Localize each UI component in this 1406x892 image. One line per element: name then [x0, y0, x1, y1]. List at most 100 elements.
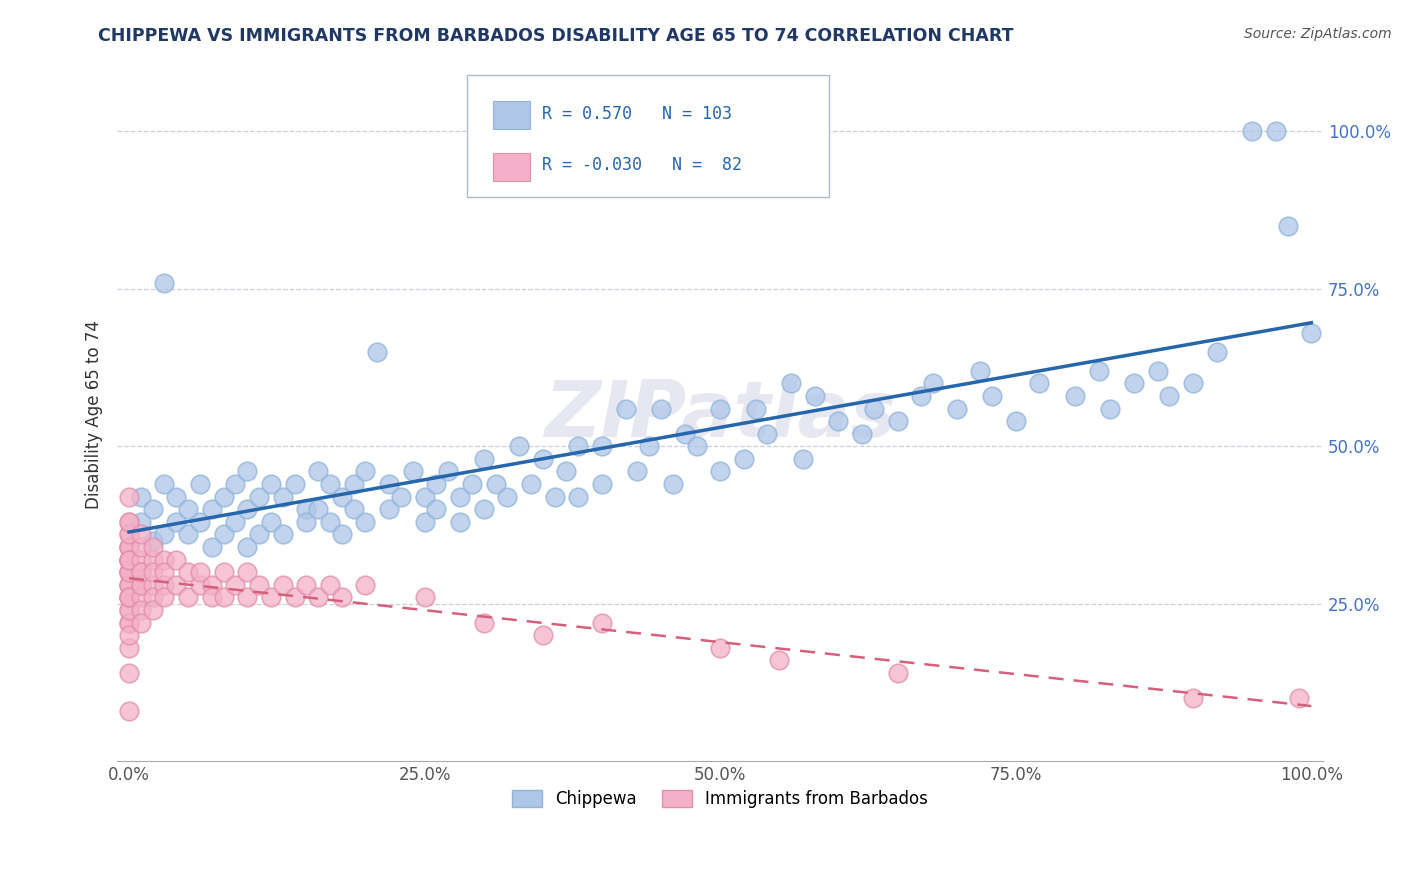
Point: [614, 401, 637, 416]
Point: [118, 527, 141, 541]
Point: [709, 401, 731, 416]
Point: [685, 439, 707, 453]
Point: [271, 578, 294, 592]
Point: [129, 527, 152, 541]
Point: [118, 565, 141, 579]
Point: [330, 591, 353, 605]
Point: [449, 490, 471, 504]
Point: [129, 578, 152, 592]
Point: [354, 578, 377, 592]
Point: [910, 389, 932, 403]
Point: [1099, 401, 1122, 416]
Point: [153, 276, 176, 290]
Point: [922, 376, 945, 391]
Point: [508, 439, 530, 453]
Point: [118, 565, 141, 579]
Point: [212, 565, 235, 579]
Point: [413, 591, 436, 605]
Point: [709, 640, 731, 655]
Point: [129, 615, 152, 630]
Point: [1159, 389, 1181, 403]
Point: [389, 490, 412, 504]
Point: [1087, 364, 1109, 378]
Point: [307, 591, 329, 605]
Point: [236, 540, 259, 554]
Point: [461, 477, 484, 491]
Point: [271, 527, 294, 541]
Point: [247, 527, 270, 541]
Point: [236, 502, 259, 516]
Point: [531, 451, 554, 466]
FancyBboxPatch shape: [494, 101, 530, 128]
Point: [142, 578, 165, 592]
Point: [165, 578, 187, 592]
Point: [188, 565, 211, 579]
Point: [118, 665, 141, 680]
Point: [118, 540, 141, 554]
Point: [188, 515, 211, 529]
Point: [638, 439, 661, 453]
Point: [354, 465, 377, 479]
Point: [247, 490, 270, 504]
Point: [330, 490, 353, 504]
Point: [851, 426, 873, 441]
Point: [142, 533, 165, 548]
Point: [981, 389, 1004, 403]
Point: [118, 603, 141, 617]
Text: R = -0.030   N =  82: R = -0.030 N = 82: [541, 156, 742, 175]
Point: [1264, 124, 1286, 138]
Point: [118, 515, 141, 529]
Point: [520, 477, 543, 491]
Point: [118, 540, 141, 554]
Point: [425, 477, 447, 491]
Point: [673, 426, 696, 441]
Point: [319, 578, 342, 592]
Point: [307, 502, 329, 516]
Point: [224, 578, 246, 592]
Point: [260, 591, 283, 605]
Point: [484, 477, 506, 491]
Point: [212, 527, 235, 541]
Point: [886, 665, 908, 680]
Point: [1241, 124, 1264, 138]
Point: [295, 502, 318, 516]
Point: [472, 451, 495, 466]
Point: [733, 451, 755, 466]
Point: [449, 515, 471, 529]
Point: [201, 591, 224, 605]
Point: [129, 565, 152, 579]
Point: [118, 552, 141, 566]
Point: [650, 401, 672, 416]
Point: [165, 515, 187, 529]
Point: [260, 515, 283, 529]
Legend: Chippewa, Immigrants from Barbados: Chippewa, Immigrants from Barbados: [505, 783, 935, 815]
Point: [129, 591, 152, 605]
Point: [142, 540, 165, 554]
Point: [330, 527, 353, 541]
Point: [129, 490, 152, 504]
Point: [118, 591, 141, 605]
Point: [118, 615, 141, 630]
Point: [118, 640, 141, 655]
Point: [201, 540, 224, 554]
Point: [969, 364, 991, 378]
Point: [118, 552, 141, 566]
Point: [567, 439, 589, 453]
Point: [118, 591, 141, 605]
Point: [177, 591, 200, 605]
Point: [165, 490, 187, 504]
Point: [886, 414, 908, 428]
Point: [118, 704, 141, 718]
Point: [531, 628, 554, 642]
Point: [260, 477, 283, 491]
Point: [201, 578, 224, 592]
Point: [142, 552, 165, 566]
Point: [118, 540, 141, 554]
Point: [165, 552, 187, 566]
Point: [118, 515, 141, 529]
Point: [366, 344, 388, 359]
Point: [1063, 389, 1085, 403]
Point: [236, 565, 259, 579]
Point: [626, 465, 648, 479]
Point: [1277, 219, 1299, 233]
